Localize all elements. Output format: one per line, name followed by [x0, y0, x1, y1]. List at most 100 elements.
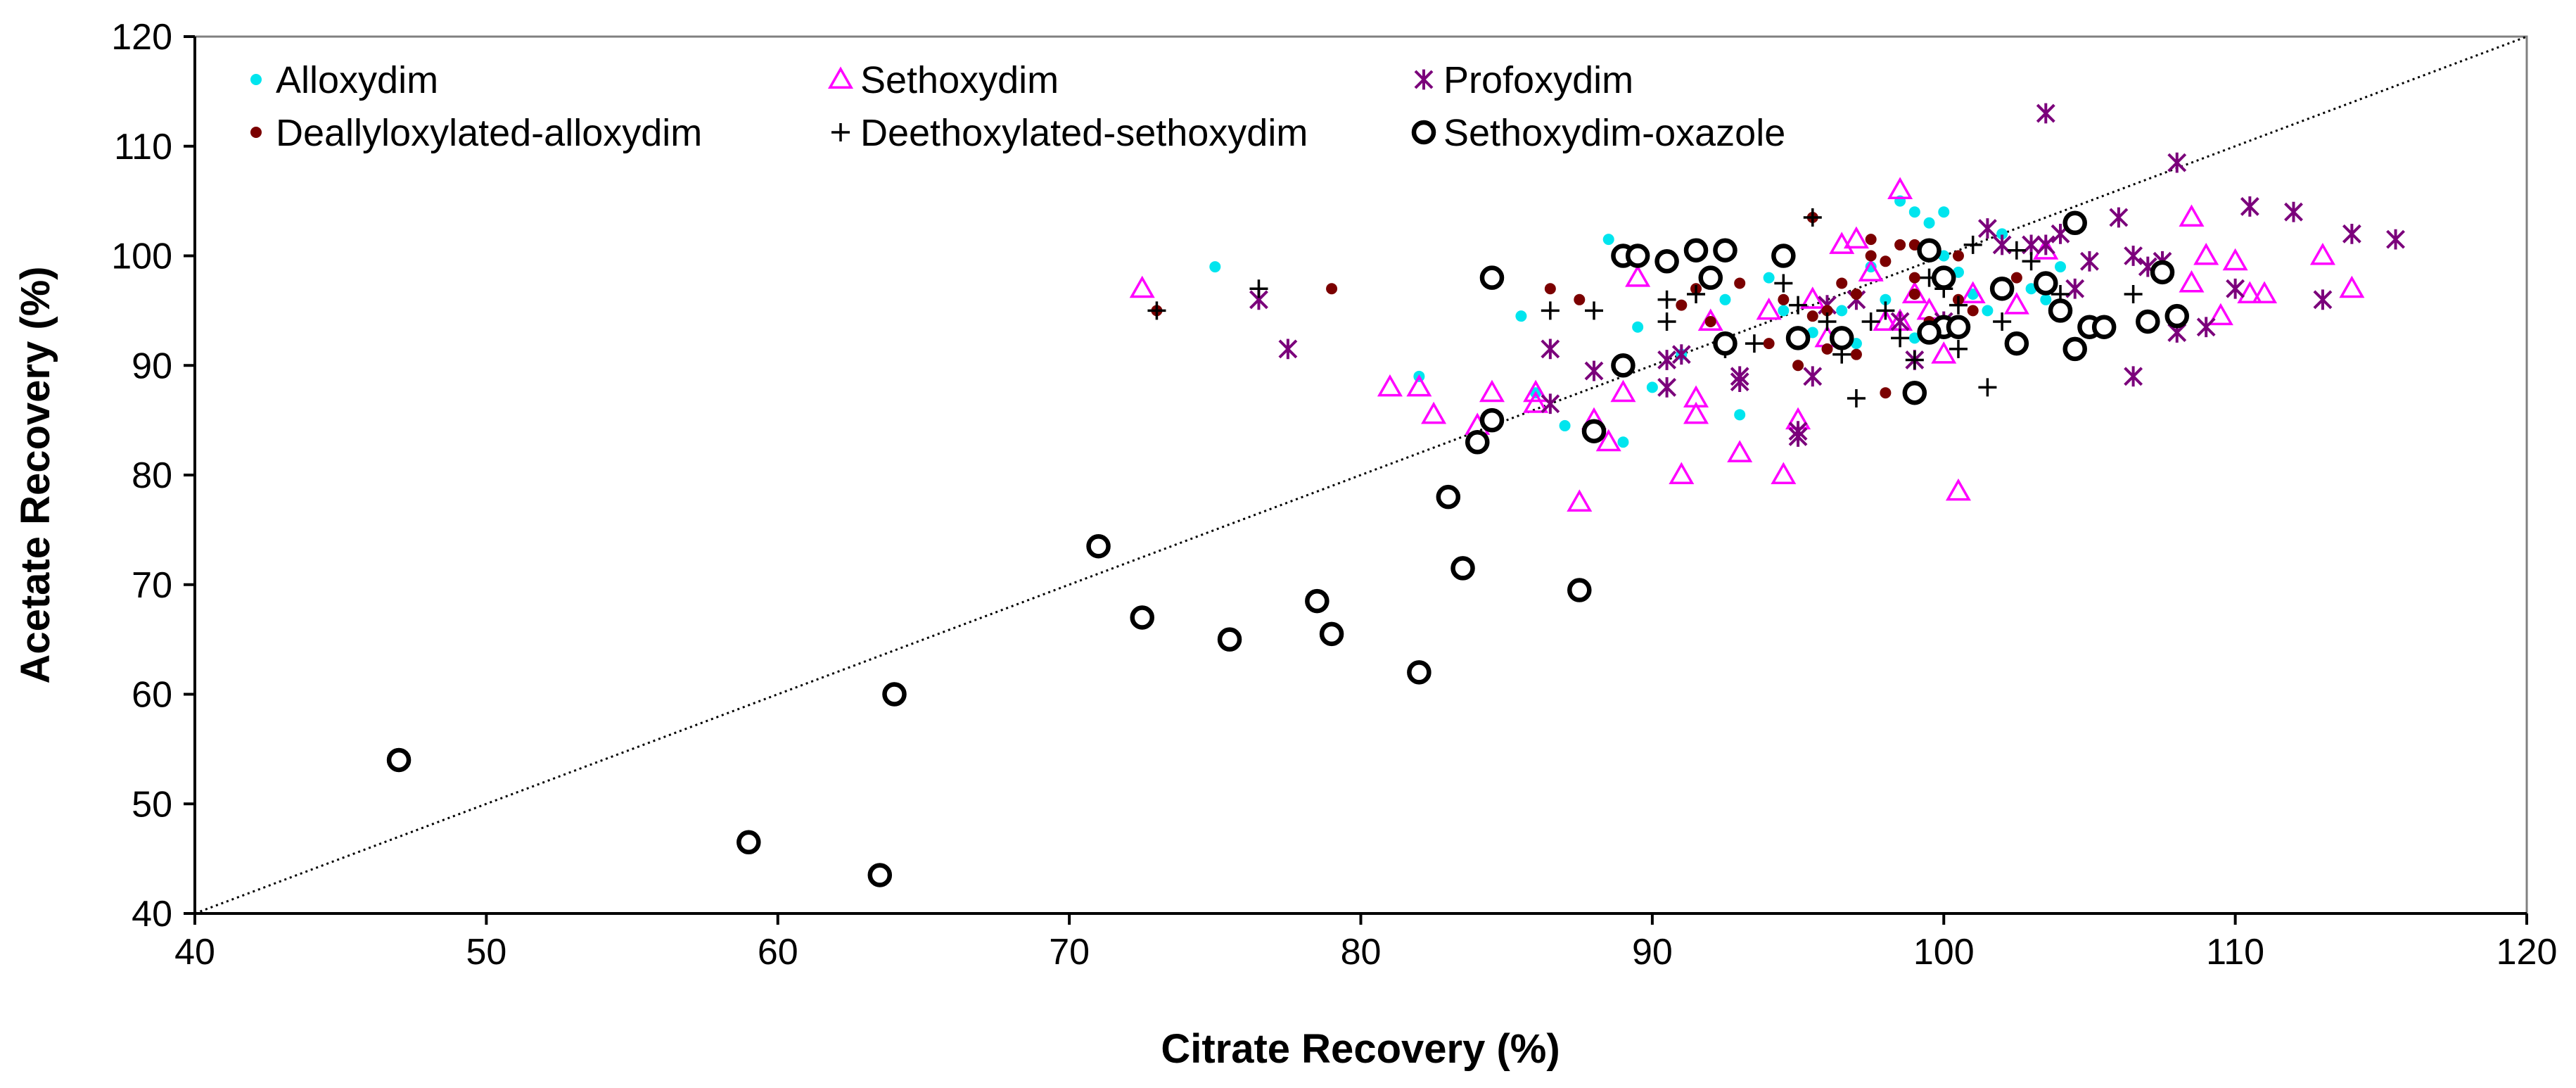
data-point: [1799, 286, 1825, 309]
data-point: [1843, 226, 1869, 249]
data-point: [1978, 378, 1997, 397]
data-point: [1676, 299, 1688, 311]
data-point: [1880, 387, 1892, 399]
data-point: [1923, 217, 1935, 229]
data-point: [1763, 272, 1775, 284]
data-point: [1581, 419, 1607, 443]
data-point: [1789, 296, 1808, 315]
data-point: [1774, 274, 1793, 293]
legend-label: Deethoxylated-sethoxydim: [860, 112, 1308, 154]
legend: Alloxydim Sethoxydim Profoxydim Deallyloxyl…: [250, 59, 1785, 154]
legend-label: Sethoxydim: [860, 59, 1059, 101]
data-point: [1687, 285, 1706, 304]
data-point: [1905, 350, 1924, 369]
data-point: [1989, 276, 2015, 301]
data-point: [2150, 260, 2175, 285]
data-point: [1632, 321, 1644, 333]
data-point: [1908, 272, 1920, 284]
x-tick-label: 60: [758, 932, 798, 973]
data-point: [1657, 377, 1677, 398]
data-point: [2284, 201, 2303, 222]
data-point: [1917, 320, 1941, 345]
data-point: [1377, 374, 1403, 397]
data-point: [1778, 293, 1790, 305]
data-point: [1719, 293, 1731, 305]
data-point: [1544, 283, 1556, 295]
data-point: [2179, 270, 2205, 293]
x-tick-label: 100: [1913, 932, 1975, 973]
data-point: [2237, 281, 2263, 304]
legend-label: Sethoxydim-oxazole: [1443, 112, 1785, 154]
data-point: [2062, 210, 2087, 236]
data-point: [882, 682, 907, 707]
data-point: [1890, 311, 1910, 332]
data-point: [1669, 462, 1695, 484]
data-point: [1704, 315, 1716, 327]
y-tick-label: 40: [132, 894, 172, 935]
data-point: [1949, 339, 1968, 358]
data-point: [2124, 285, 2143, 304]
data-point: [1567, 578, 1592, 602]
x-tick-label: 40: [174, 932, 215, 973]
data-point: [1209, 261, 1221, 273]
data-point: [1891, 329, 1910, 348]
data-point: [2048, 298, 2073, 323]
legend-marker: [831, 123, 850, 141]
data-point: [1465, 430, 1490, 455]
legend-item-alloxydim: Alloxydim: [250, 59, 438, 101]
data-point: [1967, 305, 1979, 317]
data-point: [1949, 296, 1968, 315]
data-point: [1858, 259, 1884, 282]
legend-label: Deallyloxylated-alloxydim: [276, 112, 702, 154]
data-point: [1734, 409, 1746, 421]
data-point: [1788, 421, 1808, 442]
data-point: [1567, 489, 1593, 512]
data-point: [1945, 478, 1971, 501]
data-point: [1217, 627, 1242, 652]
data-point: [2004, 331, 2029, 356]
legend-marker: [1411, 120, 1436, 145]
data-point: [2034, 271, 2058, 296]
reference-line: [194, 35, 2527, 915]
x-tick-label: 90: [1632, 932, 1673, 973]
data-point: [2055, 261, 2066, 273]
legend-marker: [250, 74, 262, 85]
y-tick-label: 100: [111, 236, 172, 277]
y-tick-label: 50: [132, 784, 172, 825]
data-point: [1908, 206, 1920, 218]
data-point: [1611, 353, 1635, 378]
data-point: [1847, 388, 1866, 407]
data-point: [1982, 305, 1994, 317]
data-point: [1803, 366, 1823, 387]
data-point: [2080, 251, 2099, 272]
data-point: [1515, 310, 1527, 322]
data-point: [1450, 556, 1475, 581]
legend-item-profoxydim: Profoxydim: [1414, 59, 1633, 101]
data-point: [2193, 242, 2219, 265]
data-point: [1541, 393, 1560, 415]
x-tick-label: 110: [2206, 932, 2264, 973]
data-point: [1865, 234, 1877, 246]
data-point: [2109, 207, 2129, 228]
data-point: [2164, 303, 2189, 329]
data-point: [1130, 605, 1154, 630]
data-point: [2179, 204, 2205, 227]
legend-label: Alloxydim: [276, 59, 438, 101]
data-point: [2222, 248, 2248, 271]
data-point: [1727, 440, 1753, 462]
y-tick-label: 120: [111, 17, 172, 58]
data-point: [2022, 252, 2041, 271]
data-point: [1479, 407, 1505, 433]
data-point: [2313, 289, 2333, 310]
data-point: [1249, 279, 1268, 298]
data-point: [1147, 301, 1166, 320]
series-sethoxydim: [1129, 177, 2365, 512]
data-point: [1873, 308, 1899, 331]
legend-marker: [827, 66, 854, 89]
data-point: [1610, 379, 1636, 403]
data-point: [1602, 234, 1614, 246]
data-point: [1785, 326, 1811, 350]
data-point: [1595, 429, 1621, 452]
data-point: [1657, 312, 1676, 331]
